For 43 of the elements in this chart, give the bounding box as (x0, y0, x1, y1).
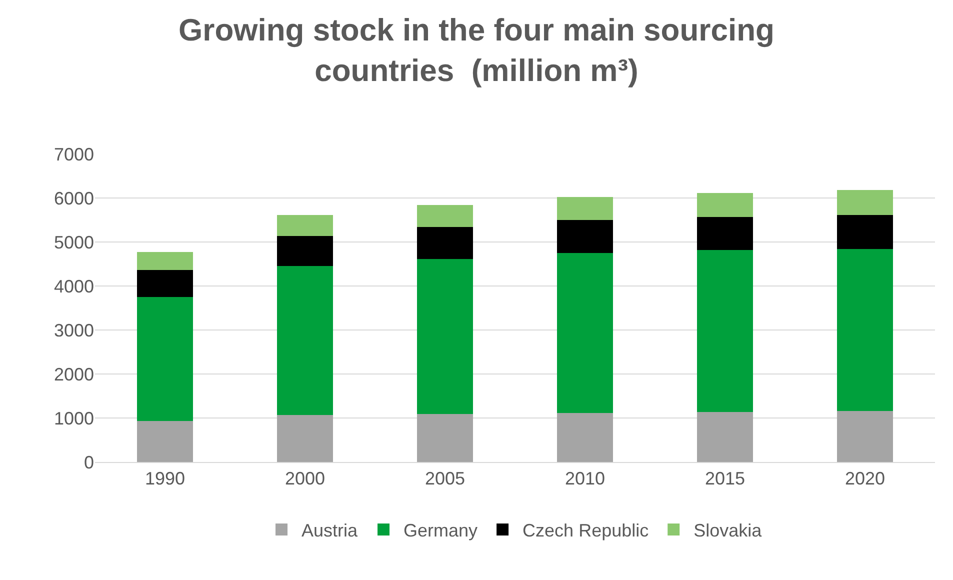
bar (557, 253, 613, 414)
y-tick-label: 4000 (54, 276, 94, 296)
x-tick-label: 2015 (704, 468, 746, 489)
bar (277, 236, 333, 266)
y-tick-label: 7000 (54, 144, 94, 164)
y-tick-label: 3000 (54, 320, 94, 340)
bar (837, 215, 893, 250)
x-tick-label: 2020 (844, 468, 886, 489)
x-tick-label: 2010 (564, 468, 606, 489)
bar (837, 249, 893, 411)
bar (557, 220, 613, 253)
bar (557, 197, 613, 220)
y-tick-label: 1000 (54, 408, 94, 428)
x-tick-label: 2000 (284, 468, 326, 489)
bar (277, 414, 333, 462)
bar (697, 216, 753, 250)
chart-title: Growing stock in the four main sourcing countries (million m³) (178, 12, 774, 88)
y-tick-label: 6000 (54, 188, 94, 208)
legend-label: Germany (404, 520, 478, 540)
bar (837, 190, 893, 216)
bar (417, 227, 473, 260)
bar (557, 413, 613, 462)
bar (417, 205, 473, 228)
legend-label: Czech Republic (522, 520, 649, 540)
bar (837, 410, 893, 462)
legend-label: Austria (302, 520, 359, 540)
bar (697, 193, 753, 217)
bar (137, 421, 193, 462)
bar (137, 252, 193, 270)
bar (277, 215, 333, 236)
y-tick-label: 2000 (54, 364, 94, 384)
bar (417, 414, 473, 462)
bar (697, 412, 753, 462)
legend-label: Slovakia (694, 520, 763, 540)
bar (697, 250, 753, 412)
bar (277, 266, 333, 415)
x-tick-label: 2005 (424, 468, 466, 489)
x-tick-label: 1990 (144, 468, 186, 489)
bar (137, 270, 193, 297)
bar (417, 259, 473, 414)
bar (137, 297, 193, 422)
y-tick-label: 0 (84, 452, 94, 472)
y-tick-label: 5000 (54, 232, 94, 252)
